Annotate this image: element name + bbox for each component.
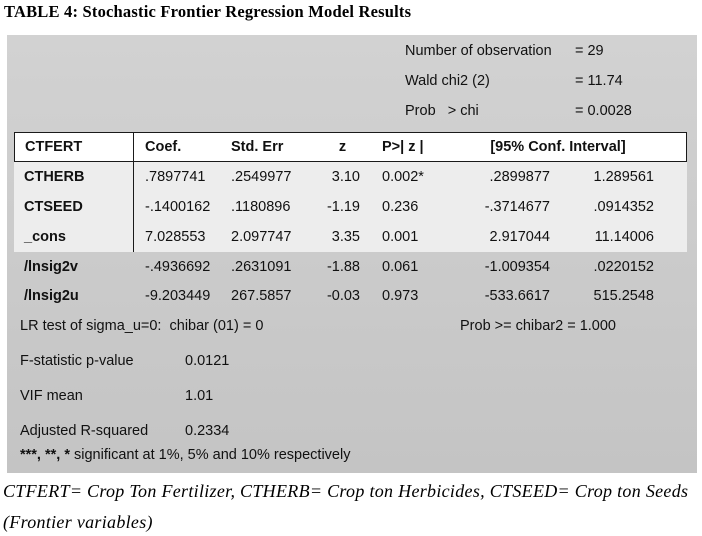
cell-ci-high: .0220152 xyxy=(593,258,654,275)
significance-note: ***, **, * significant at 1%, 5% and 10%… xyxy=(20,447,350,463)
table-header-row: CTFERT Coef. Std. Err z P>| z | [95% Con… xyxy=(14,132,687,162)
cell-z: 3.10 xyxy=(331,169,360,185)
cell-std-err: .2631091 xyxy=(231,258,292,275)
stat-label: Adjusted R-squared xyxy=(20,423,149,439)
table-row-lnsig2u: /lnsig2u -9.203449 267.5857 -0.03 0.973 … xyxy=(14,281,687,310)
cell-ci-high: .0914352 xyxy=(593,199,654,215)
cell-ci-high: 515.2548 xyxy=(593,287,654,304)
stat-row-adjusted-r-squared: Adjusted R-squared 0.2334 xyxy=(20,423,229,445)
summary-row-wald-chi2: Wald chi2 (2) = 11.74 xyxy=(405,73,632,95)
caption-line-2: (Frontier variables) xyxy=(3,512,153,532)
lr-test-row: LR test of sigma_u=0: chibar (01) = 0 Pr… xyxy=(20,318,684,340)
cell-ci-low: 2.917044 xyxy=(489,229,550,245)
stat-value: 0.2334 xyxy=(185,423,230,439)
cell-ci-low: -1.009354 xyxy=(484,258,550,275)
cell-z: 3.35 xyxy=(331,229,360,245)
column-divider-line xyxy=(133,132,134,252)
cell-variable: _cons xyxy=(24,229,66,245)
summary-label: Prob > chi xyxy=(405,103,479,119)
summary-label: Number of observation xyxy=(405,43,552,59)
cell-ci-low: -533.6617 xyxy=(484,287,550,304)
stat-row-f-statistic: F-statistic p-value 0.0121 xyxy=(20,353,229,375)
stat-row-vif-mean: VIF mean 1.01 xyxy=(20,388,213,410)
cell-std-err: .1180896 xyxy=(231,199,291,215)
summary-value: = 0.0028 xyxy=(575,103,632,119)
cell-coef: 7.028553 xyxy=(145,229,206,245)
cell-z: -1.19 xyxy=(326,199,360,215)
summary-value: = 11.74 xyxy=(575,73,623,89)
table-row-ctherb: CTHERB .7897741 .2549977 3.10 0.002* .28… xyxy=(14,162,687,192)
cell-std-err: 2.097747 xyxy=(231,229,292,245)
cell-ci-low: .2899877 xyxy=(489,169,550,185)
cell-coef: -.4936692 xyxy=(145,258,211,275)
model-summary: Number of observation = 29 Wald chi2 (2) =… xyxy=(405,43,632,133)
variance-rows: /lnsig2v -.4936692 .2631091 -1.88 0.061 … xyxy=(14,252,687,310)
cell-variable: CTHERB xyxy=(24,169,85,185)
cell-ci-high: 11.14006 xyxy=(594,229,654,245)
header-dependent-variable: CTFERT xyxy=(25,139,83,155)
cell-coef: -9.203449 xyxy=(145,287,211,304)
cell-z: -0.03 xyxy=(326,287,360,304)
summary-row-observations: Number of observation = 29 xyxy=(405,43,632,65)
header-conf-interval: [95% Conf. Interval] xyxy=(490,139,626,155)
cell-std-err: .2549977 xyxy=(231,169,292,185)
header-std-err: Std. Err xyxy=(231,139,284,155)
cell-std-err: 267.5857 xyxy=(231,287,292,304)
stat-label: F-statistic p-value xyxy=(20,353,134,369)
stat-value: 0.0121 xyxy=(185,353,230,369)
significance-stars: ***, **, * xyxy=(20,447,70,463)
frontier-rows: CTHERB .7897741 .2549977 3.10 0.002* .28… xyxy=(14,162,687,252)
table-title: TABLE 4: Stochastic Frontier Regression … xyxy=(4,2,412,21)
cell-p-value: 0.973 xyxy=(382,287,419,304)
cell-p-value: 0.002* xyxy=(382,169,424,185)
cell-variable: /lnsig2u xyxy=(24,287,79,304)
cell-p-value: 0.236 xyxy=(382,199,419,215)
summary-row-prob-chi: Prob > chi = 0.0028 xyxy=(405,103,632,125)
significance-text: significant at 1%, 5% and 10% respective… xyxy=(69,447,351,463)
cell-z: -1.88 xyxy=(326,258,360,275)
cell-p-value: 0.061 xyxy=(382,258,419,275)
cell-variable: /lnsig2v xyxy=(24,258,78,275)
results-panel: Number of observation = 29 Wald chi2 (2) =… xyxy=(7,35,697,473)
summary-label: Wald chi2 (2) xyxy=(405,73,490,89)
table-row-lnsig2v: /lnsig2v -.4936692 .2631091 -1.88 0.061 … xyxy=(14,252,687,281)
lr-test-prob: Prob >= chibar2 = 1.000 xyxy=(460,318,616,334)
caption-line-1: CTFERT= Crop Ton Fertilizer, CTHERB= Cro… xyxy=(3,481,689,501)
cell-ci-low: -.3714677 xyxy=(484,199,550,215)
stat-value: 1.01 xyxy=(185,388,214,404)
header-p-value: P>| z | xyxy=(382,139,424,155)
table-caption: CTFERT= Crop Ton Fertilizer, CTHERB= Cro… xyxy=(3,476,688,536)
table-row-cons: _cons 7.028553 2.097747 3.35 0.001 2.917… xyxy=(14,222,687,252)
cell-variable: CTSEED xyxy=(24,199,83,215)
header-z: z xyxy=(338,139,347,155)
cell-coef: -.1400162 xyxy=(145,199,211,215)
lr-test-label: LR test of sigma_u=0: chibar (01) = 0 xyxy=(20,318,264,334)
cell-ci-high: 1.289561 xyxy=(593,169,654,185)
header-coef: Coef. xyxy=(145,139,182,155)
cell-p-value: 0.001 xyxy=(382,229,419,245)
stat-label: VIF mean xyxy=(20,388,83,404)
summary-value: = 29 xyxy=(575,43,604,59)
cell-coef: .7897741 xyxy=(145,169,206,185)
table-row-ctseed: CTSEED -.1400162 .1180896 -1.19 0.236 -.… xyxy=(14,192,687,222)
